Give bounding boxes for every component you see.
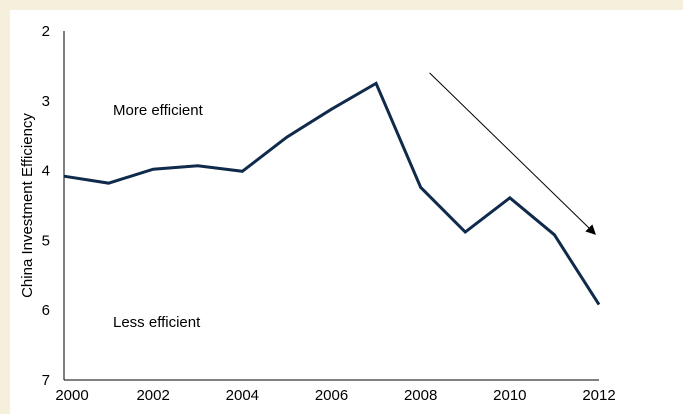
x-tick-label: 2004 <box>226 387 259 404</box>
x-tick-label: 2012 <box>582 387 615 404</box>
x-tick-label: 2008 <box>404 387 437 404</box>
series-group <box>63 81 601 306</box>
y-tick-label: 4 <box>42 163 50 180</box>
trend-arrow <box>429 72 596 235</box>
x-tick-label: 2000 <box>55 387 88 404</box>
y-tick-label: 3 <box>42 93 50 110</box>
x-tick-label: 2006 <box>315 387 348 404</box>
y-tick-label: 7 <box>42 372 50 389</box>
axes <box>63 31 599 381</box>
y-tick-labels: 2 3 4 5 6 7 <box>42 23 50 389</box>
x-tick-labels: 2000 2002 2004 2006 2008 2010 2012 <box>55 387 615 404</box>
y-axis-title: China Investment Efficiency <box>19 113 36 298</box>
y-tick-label: 5 <box>42 232 50 249</box>
annotation-less-efficient: Less efficient <box>113 314 201 331</box>
line-chart: 2 3 4 5 6 7 2000 2002 2004 2006 2008 2010 2012 Chin… <box>19 23 616 404</box>
annotation-more-efficient: More efficient <box>113 102 204 119</box>
y-tick-label: 6 <box>42 302 50 319</box>
series-line <box>63 81 601 306</box>
chart-frame: 2 3 4 5 6 7 2000 2002 2004 2006 2008 2010 2012 Chin… <box>10 10 683 414</box>
y-tick-label: 2 <box>42 23 50 40</box>
x-tick-label: 2002 <box>136 387 169 404</box>
x-tick-label: 2010 <box>493 387 526 404</box>
